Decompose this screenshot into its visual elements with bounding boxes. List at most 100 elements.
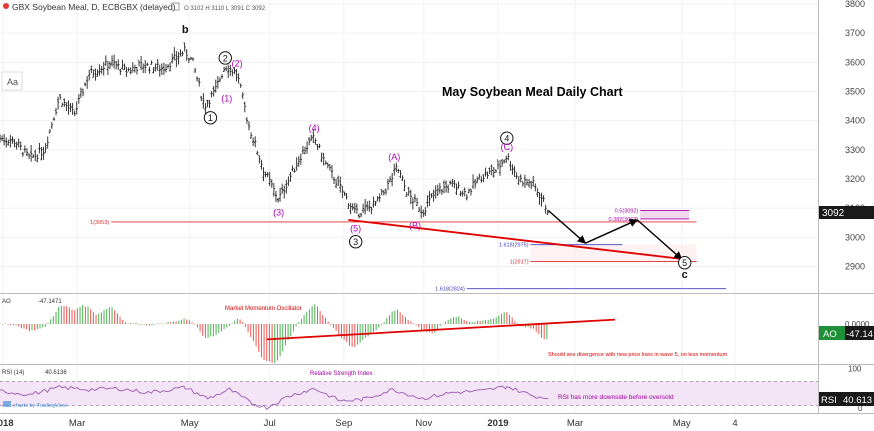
ao-histogram-bar xyxy=(220,324,222,332)
ohlc-bar xyxy=(299,153,303,165)
ohlc-bar xyxy=(44,142,47,153)
ao-histogram-bar xyxy=(170,322,172,324)
ohlc-bar xyxy=(332,176,336,185)
ohlc-bar xyxy=(200,95,203,102)
ohlc-bar xyxy=(191,57,195,61)
wave-label-8: 3 xyxy=(353,237,358,247)
ao-histogram-bar xyxy=(503,312,505,324)
ohlc-bar xyxy=(339,176,342,193)
ohlc-bar xyxy=(258,154,261,164)
price-tick-4: 3400 xyxy=(845,116,865,126)
ohlc-bar xyxy=(471,174,475,189)
ohlc-bar xyxy=(227,64,230,78)
ohlc-bar xyxy=(231,69,234,77)
ohlc-bar xyxy=(50,122,54,129)
ao-histogram-bar xyxy=(463,319,465,324)
ohlc-bar xyxy=(374,200,377,207)
ohlc-bar xyxy=(515,172,518,180)
tradingview-logo-icon xyxy=(3,401,11,407)
ao-histogram-bar xyxy=(308,309,310,324)
ohlc-bar xyxy=(328,163,332,171)
ohlc-bar xyxy=(204,102,207,115)
ohlc-bar xyxy=(451,178,454,188)
ao-histogram-bar xyxy=(18,324,20,327)
wave-circle-1 xyxy=(218,51,232,65)
ohlc-bar xyxy=(490,164,493,176)
ao-histogram-bar xyxy=(362,324,364,340)
projection-arrow-0 xyxy=(547,209,587,244)
ohlc-bar xyxy=(415,197,419,206)
ao-histogram-bar xyxy=(287,324,289,340)
wave-labels-layer: b 2 (2) (1) 1 (4) (3) (5) 3 (A) (B) 4(C) 5c xyxy=(182,24,692,281)
ao-histogram-bar xyxy=(444,321,446,324)
ohlc-bar xyxy=(202,92,205,109)
ao-badge-label: AO xyxy=(823,329,837,340)
ohlc-bar xyxy=(430,193,433,198)
ao-histogram-bar xyxy=(31,324,33,331)
ohlc-bar xyxy=(409,189,413,205)
ohlc-bar xyxy=(361,203,365,214)
rsi-badge-label: RSI xyxy=(821,395,837,406)
ao-histogram-bar xyxy=(477,320,479,324)
ao-histogram-bar xyxy=(28,324,30,332)
ohlc-bar xyxy=(256,150,259,155)
ao-histogram-bar xyxy=(388,315,390,324)
ao-histogram-bar xyxy=(156,323,158,324)
eye-icon[interactable] xyxy=(171,2,180,11)
ao-histogram-bar xyxy=(159,323,161,325)
ao-histogram-bar xyxy=(60,305,62,324)
ohlc-bar xyxy=(268,171,271,187)
ao-histogram-bar xyxy=(306,311,308,324)
fib-retracement-zone xyxy=(640,210,690,219)
ohlc-bar xyxy=(486,171,489,179)
ao-histogram-bar xyxy=(52,316,54,324)
ao-histogram-bar xyxy=(316,306,318,324)
trend-lines-layer xyxy=(266,209,685,341)
ao-histogram-bar xyxy=(458,316,460,324)
ao-histogram-bar xyxy=(370,324,372,334)
wave-label-11: 4 xyxy=(504,133,509,143)
time-tick-7: Mar xyxy=(567,418,583,429)
ao-histogram-bar xyxy=(514,321,516,324)
wave-label-1: 2 xyxy=(223,53,228,63)
ao-histogram-bar xyxy=(343,324,345,340)
ohlc-bar xyxy=(368,200,371,212)
ohlc-bar xyxy=(212,86,215,97)
wave-label-12: (C) xyxy=(501,142,514,152)
ohlc-bar xyxy=(278,187,282,202)
ao-histogram-bar xyxy=(135,322,137,324)
ao-histogram-bar xyxy=(215,324,217,336)
ohlc-bar xyxy=(34,149,37,162)
aa-button-frame[interactable] xyxy=(1,71,23,91)
rsi-badge: RSI 40.613 xyxy=(819,392,874,406)
ohlc-bar xyxy=(390,172,394,187)
ao-histogram-bar xyxy=(303,315,305,324)
ohlc-bar xyxy=(494,169,498,174)
ohlc-bar xyxy=(102,61,105,76)
ohlc-bar xyxy=(193,67,197,73)
ohlc-bar xyxy=(110,55,114,67)
ohlc-bar xyxy=(52,116,56,121)
ohlc-bar xyxy=(496,159,500,170)
ohlc-bar xyxy=(532,175,535,187)
ao-histogram-bar xyxy=(204,324,206,338)
ao-histogram-bar xyxy=(92,312,94,324)
ao-histogram-bar xyxy=(271,324,273,363)
ohlc-bar xyxy=(291,165,294,172)
ohlc-bar xyxy=(359,213,363,218)
ohlc-bar xyxy=(61,102,64,107)
ao-histogram-bar xyxy=(460,318,462,324)
ohlc-bar xyxy=(67,100,70,115)
ohlc-bar xyxy=(473,178,477,189)
ohlc-bar xyxy=(401,175,404,182)
ohlc-bar xyxy=(523,174,527,188)
ao-badge-value-box xyxy=(845,326,874,340)
aa-button[interactable]: Aa xyxy=(1,71,23,91)
ao-histogram-bar xyxy=(468,322,470,324)
ao-histogram-bar xyxy=(340,324,342,339)
ohlc-bar xyxy=(480,176,483,183)
ohlc-bar xyxy=(351,203,354,211)
ao-histogram-bar xyxy=(538,324,540,335)
ohlc-bar xyxy=(181,51,184,57)
